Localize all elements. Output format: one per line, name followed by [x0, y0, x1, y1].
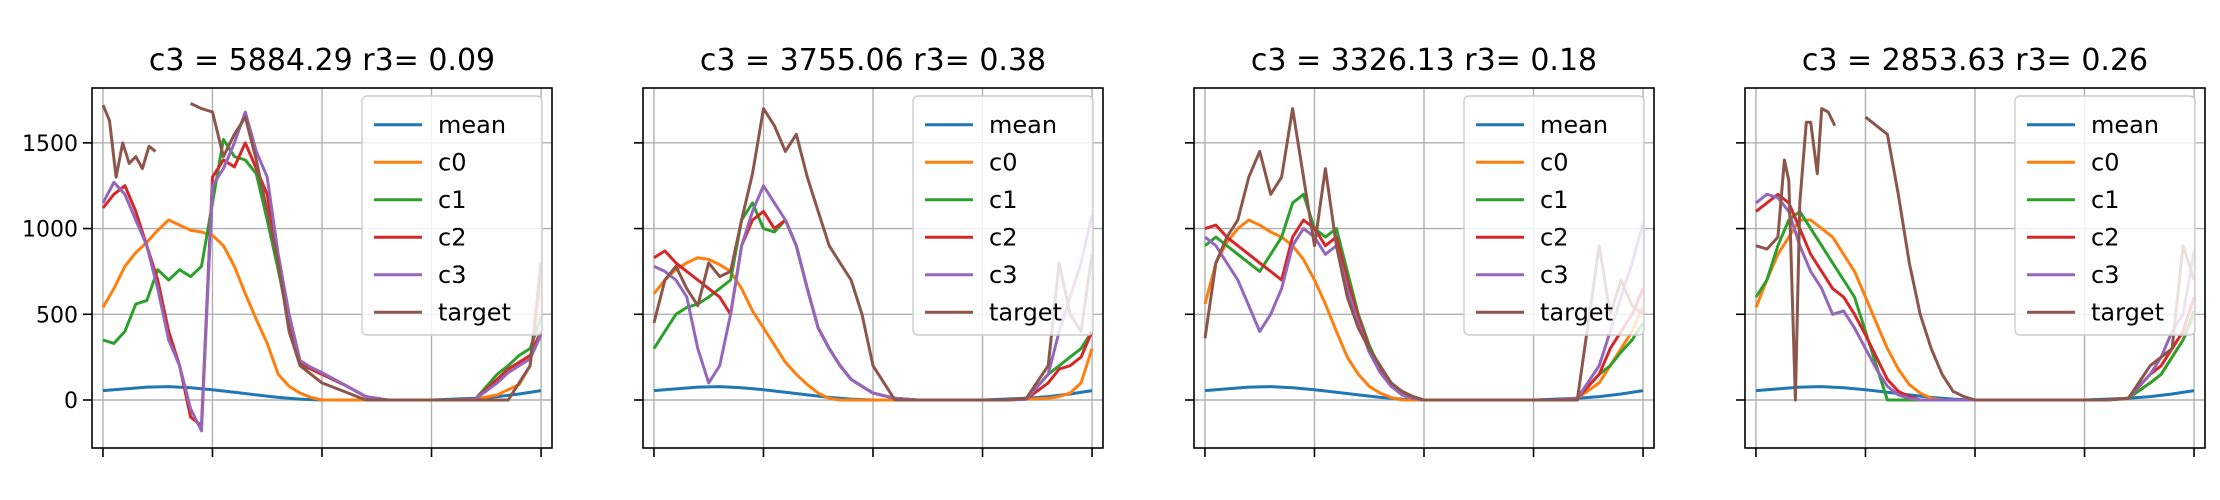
- legend-label-target: target: [1540, 298, 1613, 326]
- legend-label-mean: mean: [2091, 111, 2159, 139]
- legend-label-mean: mean: [438, 111, 506, 139]
- subplot-4: c3 = 2853.63 r3= 0.26 mean c0 c1 c2 c3 target: [1736, 43, 2206, 457]
- series-group: [652, 107, 1094, 402]
- legend-label-c3: c3: [438, 261, 466, 289]
- y-tick-label: 1500: [22, 132, 78, 157]
- legend: mean c0 c1 c2 c3 target: [912, 95, 1094, 336]
- legend-label-c1: c1: [2091, 186, 2119, 214]
- legend-label-c2: c2: [438, 223, 466, 251]
- legend-label-c2: c2: [989, 223, 1017, 251]
- series-line-target: [189, 102, 543, 402]
- subplot-title: c3 = 3755.06 r3= 0.38: [700, 43, 1046, 78]
- legend-label-c3: c3: [2091, 261, 2119, 289]
- subplot-3: c3 = 3326.13 r3= 0.18 mean c0 c1 c2 c3 target: [1185, 43, 1655, 457]
- legend: mean c0 c1 c2 c3 target: [1463, 95, 1645, 336]
- y-tick-label: 500: [36, 303, 78, 328]
- y-tick-label: 1000: [22, 218, 78, 243]
- legend: mean c0 c1 c2 c3 target: [361, 95, 543, 336]
- subplot-title: c3 = 5884.29 r3= 0.09: [149, 43, 495, 78]
- legend-label-target: target: [989, 298, 1062, 326]
- legend-label-c1: c1: [438, 186, 466, 214]
- legend-label-c1: c1: [1540, 186, 1568, 214]
- legend-label-c3: c3: [1540, 261, 1568, 289]
- series-line-target: [1755, 107, 1837, 402]
- legend-label-c2: c2: [2091, 223, 2119, 251]
- legend-label-c0: c0: [989, 148, 1017, 176]
- legend-label-c1: c1: [989, 186, 1017, 214]
- series-group: [101, 102, 543, 433]
- series-line-target: [652, 107, 1094, 402]
- series-line-target: [101, 104, 157, 179]
- series-line-target: [1203, 107, 1644, 402]
- legend-label-c3: c3: [989, 261, 1017, 289]
- subplot-2: c3 = 3755.06 r3= 0.38 mean c0 c1 c2 c3 target: [634, 43, 1104, 457]
- legend-label-c0: c0: [2091, 148, 2119, 176]
- subplot-1: 0 500 1000 1500 c3 = 5884.29 r3= 0.09 mean c0 c…: [22, 43, 553, 457]
- subplot-title: c3 = 2853.63 r3= 0.26: [1802, 43, 2148, 78]
- subplot-title: c3 = 3326.13 r3= 0.18: [1251, 43, 1597, 78]
- legend-label-target: target: [2091, 298, 2164, 326]
- series-line-target: [1864, 115, 2196, 402]
- series-group: [1754, 107, 2196, 402]
- legend: mean c0 c1 c2 c3 target: [2014, 95, 2196, 336]
- legend-label-c0: c0: [1540, 148, 1568, 176]
- legend-label-mean: mean: [989, 111, 1057, 139]
- legend-label-mean: mean: [1540, 111, 1608, 139]
- legend-label-c0: c0: [438, 148, 466, 176]
- series-group: [1203, 107, 1645, 402]
- y-tick-label: 0: [64, 389, 78, 414]
- legend-label-c2: c2: [1540, 223, 1568, 251]
- legend-label-target: target: [438, 298, 511, 326]
